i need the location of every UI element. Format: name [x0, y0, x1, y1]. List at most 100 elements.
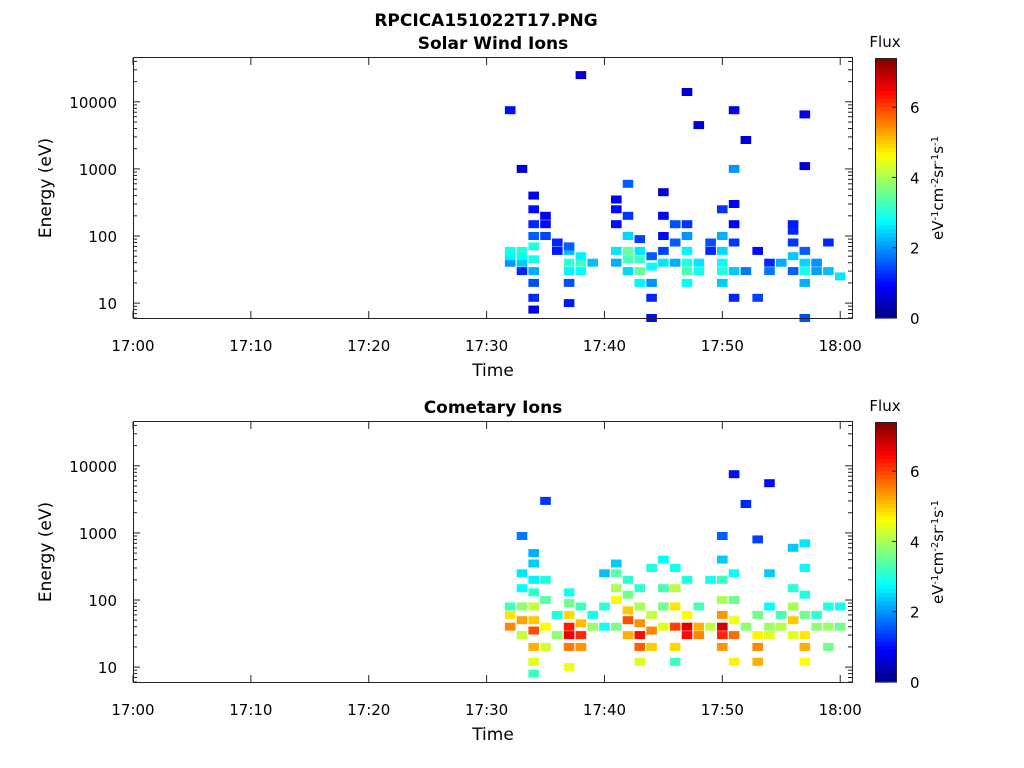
colorbar-segment: [875, 106, 897, 112]
heatmap-cell: [528, 293, 539, 302]
plot-area: [504, 71, 846, 322]
heatmap-cell: [740, 622, 752, 631]
heatmap-cell: [693, 258, 705, 267]
figure-title: RPCICA151022T17.PNG: [374, 11, 597, 31]
heatmap-cell: [787, 631, 799, 640]
heatmap-cell: [799, 258, 811, 267]
heatmap-cell: [634, 619, 646, 628]
heatmap-cell: [752, 631, 763, 640]
colorbar-segment: [875, 309, 897, 315]
heatmap-cell: [528, 255, 539, 264]
heatmap-cell: [811, 622, 822, 631]
heatmap-cell: [764, 631, 775, 640]
colorbar-segment: [875, 70, 897, 75]
heatmap-cell: [646, 252, 657, 261]
heatmap-cell: [658, 584, 669, 593]
heatmap-cell: [516, 164, 528, 173]
heatmap-cell: [552, 246, 563, 255]
x-axis-label: Time: [471, 725, 514, 745]
heatmap-cell: [646, 610, 657, 619]
colorbar-title: Flux: [869, 397, 900, 415]
heatmap-cell: [516, 252, 528, 261]
colorbar-segment: [875, 649, 897, 655]
colorbar-frame: [875, 58, 897, 318]
heatmap-cell: [599, 622, 610, 631]
heatmap-cell: [516, 246, 528, 255]
y-tick-label: 10000: [69, 94, 117, 112]
heatmap-cell: [681, 631, 693, 640]
panel-title: Solar Wind Ions: [418, 34, 569, 54]
heatmap-cell: [799, 267, 811, 276]
colorbar-segment: [875, 204, 897, 209]
heatmap-cell: [634, 584, 646, 593]
heatmap-cell: [787, 252, 799, 261]
heatmap-cell: [740, 136, 752, 144]
heatmap-cell: [658, 602, 669, 611]
x-tick-label: 17:10: [229, 701, 272, 719]
colorbar-segment: [875, 159, 897, 165]
y-tick-label: 10: [98, 659, 117, 677]
colorbar-title: Flux: [869, 33, 900, 51]
x-tick-label: 17:10: [229, 337, 272, 355]
heatmap-cell: [728, 164, 740, 173]
heatmap-cell: [658, 622, 669, 631]
heatmap-cell: [764, 267, 775, 276]
colorbar-segment: [875, 580, 897, 586]
heatmap-cell: [528, 267, 539, 276]
colorbar-segment: [875, 462, 897, 468]
heatmap-cell: [799, 590, 811, 599]
colorbar-segment: [875, 625, 897, 630]
heatmap-cell: [563, 267, 575, 276]
heatmap-cell: [717, 232, 728, 240]
heatmap-cell: [563, 642, 575, 651]
heatmap-cell: [776, 610, 787, 619]
heatmap-cell: [504, 622, 516, 631]
y-tick-label: 1000: [79, 161, 117, 179]
colorbar-tick-label: 6: [910, 99, 920, 117]
heatmap-cell: [634, 235, 646, 244]
heatmap-cell: [563, 631, 575, 640]
colorbar-segment: [875, 212, 897, 218]
heatmap-cell: [528, 669, 539, 678]
heatmap-cell: [540, 211, 551, 220]
colorbar-segment: [875, 102, 897, 108]
colorbar-segment: [875, 208, 897, 213]
heatmap-cell: [717, 575, 728, 584]
heatmap-cell: [504, 602, 516, 611]
colorbar-segment: [875, 535, 897, 541]
colorbar-segment: [875, 82, 897, 88]
colorbar-segment: [875, 257, 897, 262]
heatmap-cell: [717, 631, 728, 640]
heatmap-cell: [528, 602, 539, 611]
colorbar-segment: [875, 677, 897, 683]
heatmap-cell: [504, 258, 516, 267]
heatmap-cell: [764, 622, 775, 631]
heatmap-cell: [658, 188, 669, 197]
colorbar-segment: [875, 114, 897, 120]
heatmap-cell: [728, 657, 740, 666]
colorbar-segment: [875, 531, 897, 537]
heatmap-cell: [516, 631, 528, 640]
heatmap-cell: [669, 258, 681, 267]
heatmap-cell: [611, 258, 622, 267]
colorbar-segment: [875, 86, 897, 92]
heatmap-cell: [787, 602, 799, 611]
colorbar-segment: [875, 572, 897, 577]
heatmap-cell: [776, 258, 787, 267]
heatmap-cell: [787, 226, 799, 235]
panel-solar-wind-ions: Solar Wind Ions Energy (eV) Time Flux 0 2…: [36, 33, 947, 381]
heatmap-cell: [658, 555, 669, 564]
y-tick-label: 10000: [69, 458, 117, 476]
colorbar-segment: [875, 588, 897, 594]
colorbar-segment: [875, 167, 897, 173]
heatmap-cell: [528, 220, 539, 229]
plot-frame: [133, 57, 853, 319]
x-tick-label: 17:50: [701, 701, 744, 719]
colorbar-segment: [875, 523, 897, 529]
heatmap-cell: [634, 278, 646, 287]
heatmap-cell: [634, 267, 646, 276]
colorbar-segment: [875, 220, 897, 226]
x-tick-label: 17:00: [111, 337, 154, 355]
heatmap-cell: [681, 278, 693, 287]
colorbar-segment: [875, 123, 897, 128]
